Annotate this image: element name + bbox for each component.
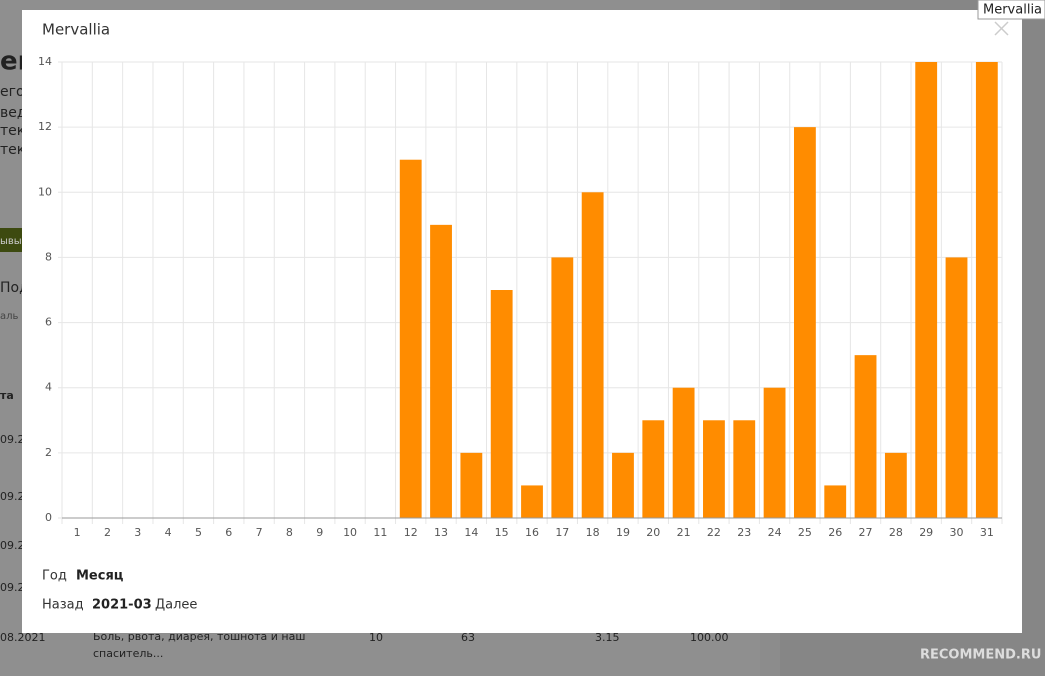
bar — [430, 224, 452, 518]
x-tick-label: 17 — [555, 526, 569, 539]
x-tick-label: 4 — [165, 526, 172, 539]
bar — [884, 452, 907, 518]
bg-tab: Под — [0, 280, 29, 296]
y-tick-label: 10 — [38, 185, 52, 198]
tooltip — [977, 0, 1045, 20]
bar — [915, 62, 938, 518]
x-tick-label: 29 — [919, 526, 933, 539]
bg-num: 63 — [461, 631, 475, 644]
x-tick-label: 1 — [74, 526, 81, 539]
year-link[interactable]: Год — [42, 569, 67, 584]
x-tick-label: 3 — [134, 526, 141, 539]
bg-num: 3.15 — [595, 631, 620, 644]
y-tick-label: 12 — [38, 120, 52, 133]
bg-tab-sub: аль — [0, 311, 19, 322]
x-tick-label: 26 — [828, 526, 842, 539]
modal-title: Mervallia — [42, 21, 110, 39]
x-tick-label: 22 — [707, 526, 721, 539]
x-tick-label: 21 — [677, 526, 691, 539]
x-tick-label: 14 — [464, 526, 478, 539]
bar — [763, 387, 786, 518]
x-tick-label: 30 — [950, 526, 964, 539]
bar — [581, 192, 604, 519]
y-tick-label: 6 — [45, 316, 52, 329]
prev-link[interactable]: Назад — [42, 598, 84, 613]
x-tick-label: 7 — [256, 526, 263, 539]
x-tick-label: 20 — [646, 526, 660, 539]
bar — [793, 127, 816, 519]
bar — [672, 387, 695, 518]
bg-date: 09.2 — [0, 581, 25, 594]
y-tick-label: 8 — [45, 250, 52, 263]
x-tick-label: 27 — [859, 526, 873, 539]
bg-column: та — [0, 389, 14, 402]
bar — [490, 290, 513, 518]
bar — [612, 452, 634, 518]
x-tick-label: 6 — [225, 526, 232, 539]
bar — [975, 62, 998, 518]
x-tick-label: 18 — [586, 526, 600, 539]
bar — [824, 485, 847, 518]
close-button[interactable] — [994, 21, 1009, 36]
y-tick-label: 0 — [45, 511, 52, 524]
bar — [460, 452, 483, 518]
next-link[interactable]: Далее — [155, 598, 197, 613]
bg-num: 100.00 — [690, 631, 729, 644]
bg-date: 09.2 — [0, 490, 25, 503]
bg-text: тек — [0, 123, 25, 139]
bar — [733, 420, 756, 518]
y-tick-label: 4 — [45, 381, 52, 394]
x-tick-label: 10 — [343, 526, 357, 539]
bg-text: вед — [0, 105, 27, 121]
modal — [22, 10, 1022, 633]
x-tick-label: 19 — [616, 526, 630, 539]
bar — [551, 257, 574, 518]
x-tick-label: 24 — [768, 526, 782, 539]
bg-date: 08.2021 — [0, 631, 46, 644]
bar — [399, 159, 422, 518]
x-tick-label: 16 — [525, 526, 539, 539]
bg-text: тек — [0, 142, 25, 158]
bg-row-text: спаситель... — [93, 647, 163, 660]
bar — [642, 420, 665, 518]
y-tick-label: 2 — [45, 446, 52, 459]
x-tick-label: 28 — [889, 526, 903, 539]
current-period: 2021-03 — [92, 598, 152, 613]
bar — [703, 420, 725, 518]
x-tick-label: 2 — [104, 526, 111, 539]
x-tick-label: 8 — [286, 526, 293, 539]
bg-date: 09.2 — [0, 539, 25, 552]
bar — [854, 355, 877, 518]
x-tick-label: 12 — [404, 526, 418, 539]
x-tick-label: 11 — [373, 526, 387, 539]
bar — [521, 485, 543, 518]
x-tick-label: 15 — [495, 526, 509, 539]
x-tick-label: 13 — [434, 526, 448, 539]
bg-row-text: Боль, рвота, диарея, тошнота и наш — [93, 630, 305, 643]
bar — [945, 257, 968, 518]
bg-num: 10 — [369, 631, 383, 644]
x-tick-label: 9 — [316, 526, 323, 539]
x-tick-label: 25 — [798, 526, 812, 539]
tooltip-text: Mervallia — [983, 3, 1042, 18]
month-link[interactable]: Месяц — [76, 569, 124, 584]
x-tick-label: 23 — [737, 526, 751, 539]
watermark: RECOMMEND.RU — [920, 648, 1041, 663]
y-tick-label: 14 — [38, 55, 52, 68]
bg-button-text: ывы — [0, 236, 22, 247]
bg-button — [0, 228, 22, 252]
x-tick-label: 5 — [195, 526, 202, 539]
bg-date: 09.2 — [0, 433, 25, 446]
x-tick-label: 31 — [980, 526, 994, 539]
